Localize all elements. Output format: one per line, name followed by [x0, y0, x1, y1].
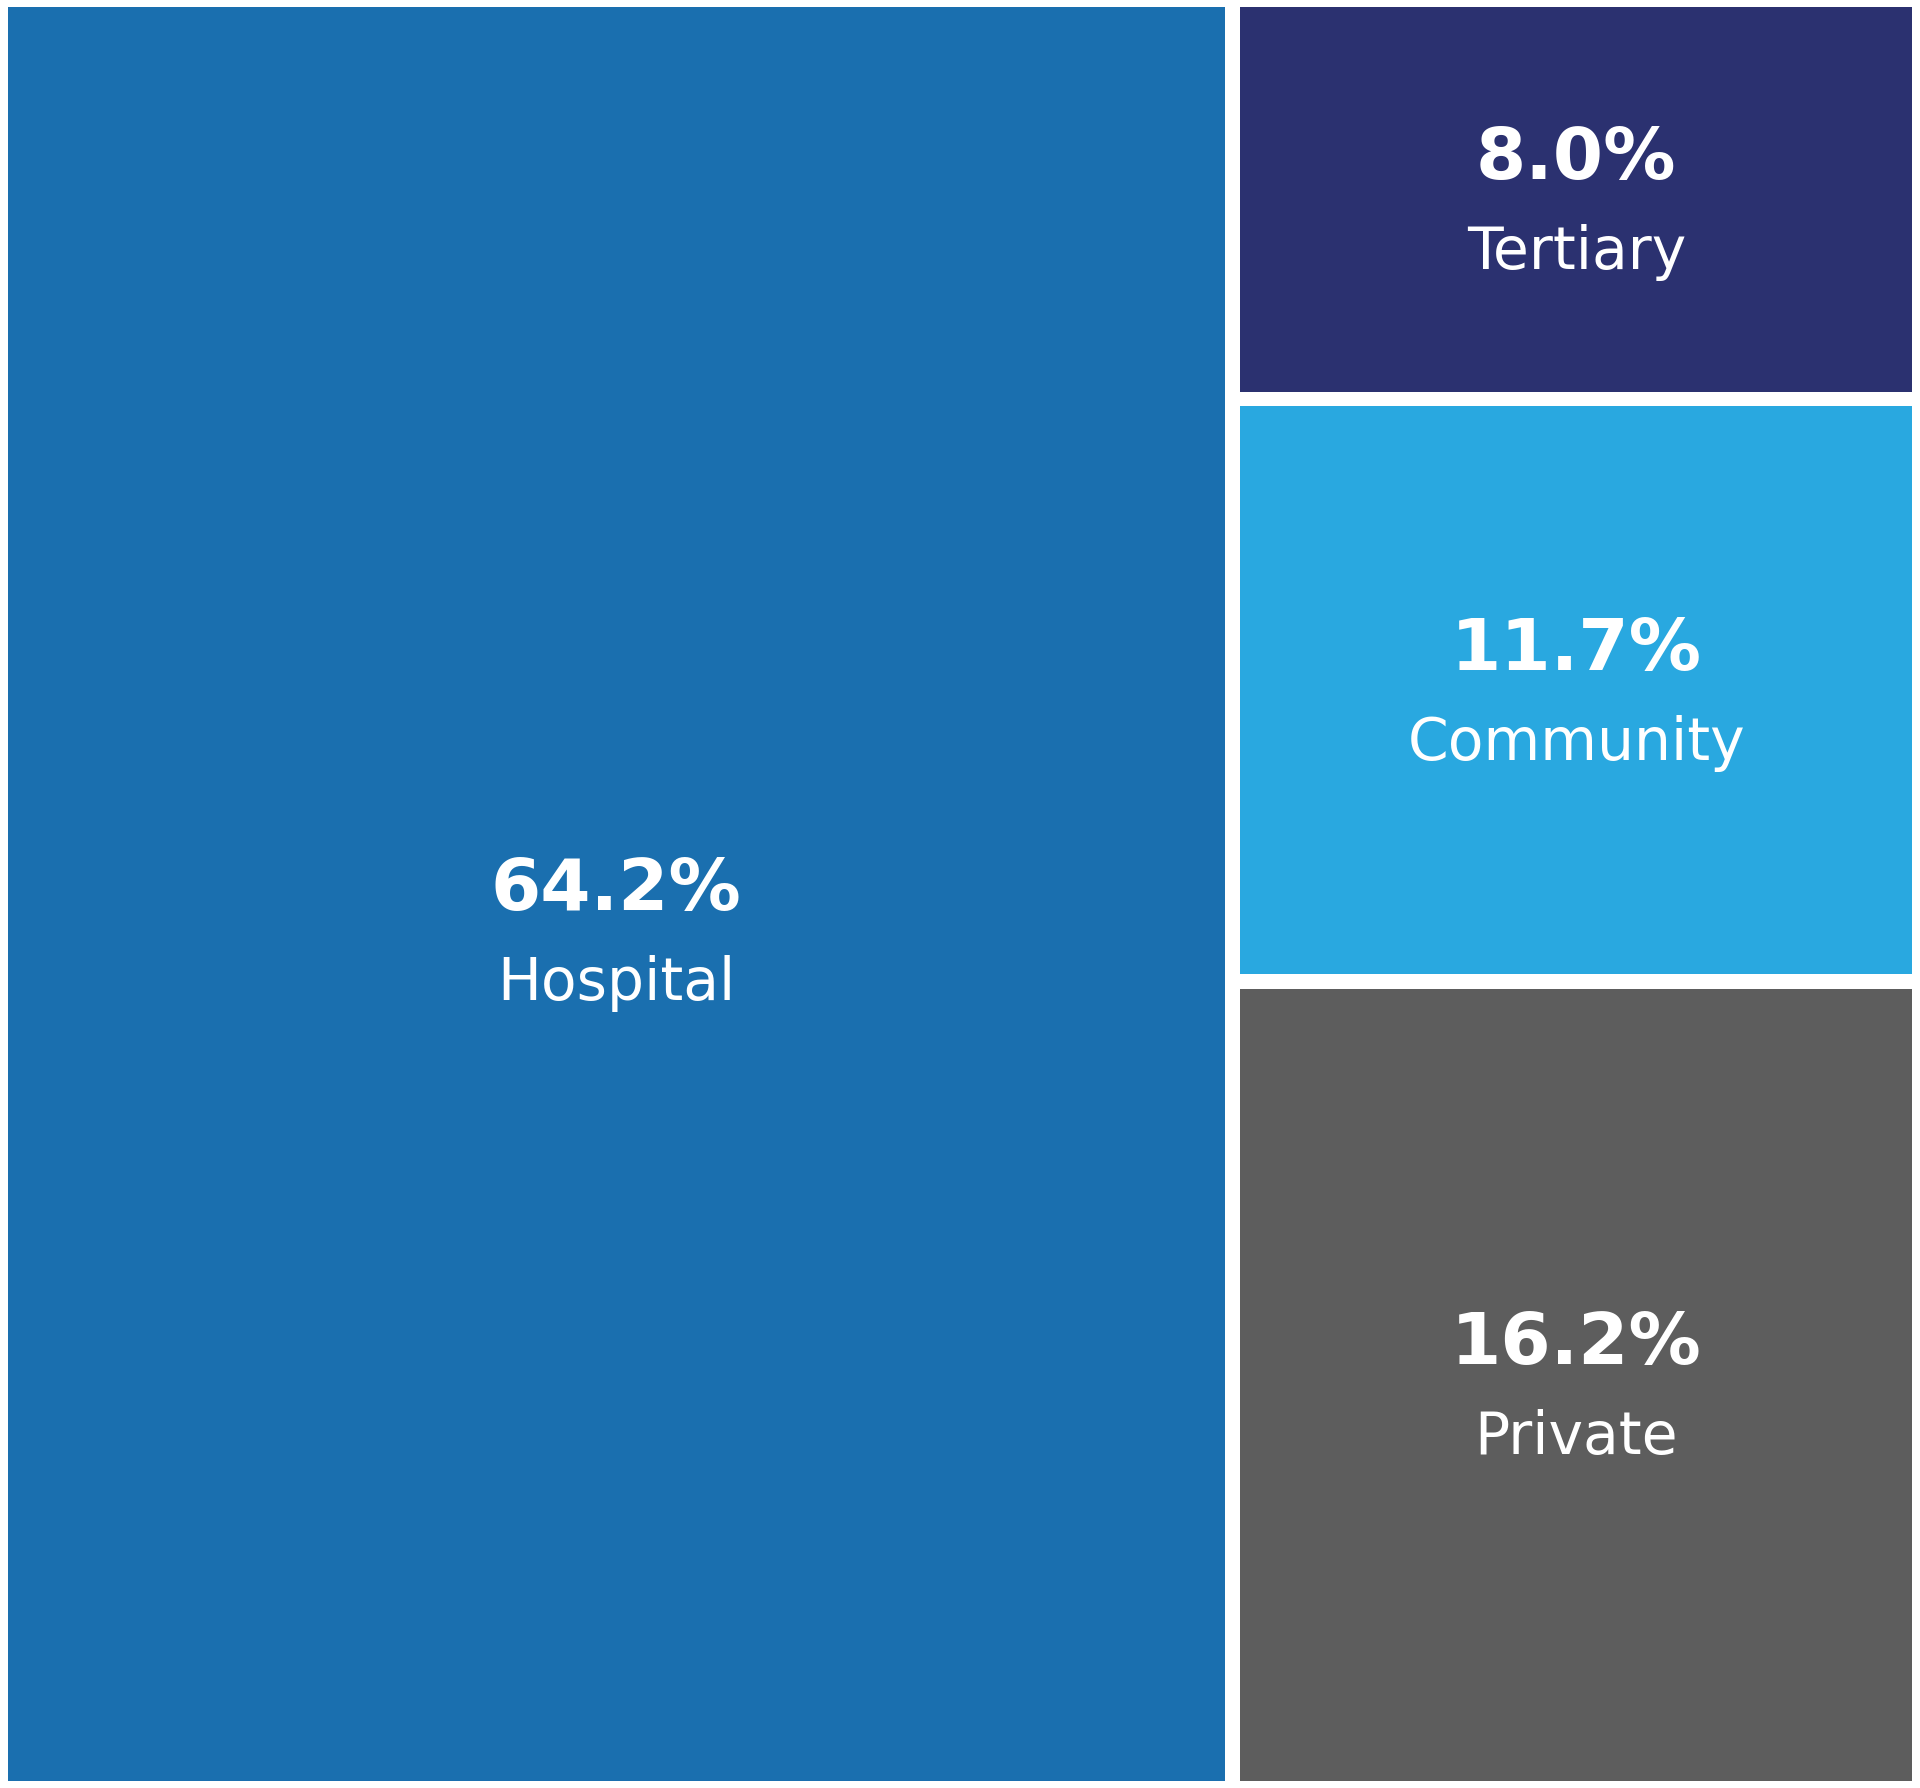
- Text: 64.2%: 64.2%: [492, 856, 741, 924]
- Text: 11.7%: 11.7%: [1452, 617, 1701, 685]
- Text: 8.0%: 8.0%: [1476, 125, 1676, 193]
- FancyBboxPatch shape: [8, 7, 1225, 1781]
- FancyBboxPatch shape: [1240, 406, 1912, 974]
- Text: Tertiary: Tertiary: [1467, 224, 1686, 281]
- Text: 16.2%: 16.2%: [1452, 1311, 1701, 1379]
- FancyBboxPatch shape: [1240, 989, 1912, 1781]
- FancyBboxPatch shape: [1240, 7, 1912, 392]
- Text: Hospital: Hospital: [497, 955, 735, 1012]
- Text: Community: Community: [1407, 715, 1745, 772]
- Text: Private: Private: [1475, 1409, 1678, 1466]
